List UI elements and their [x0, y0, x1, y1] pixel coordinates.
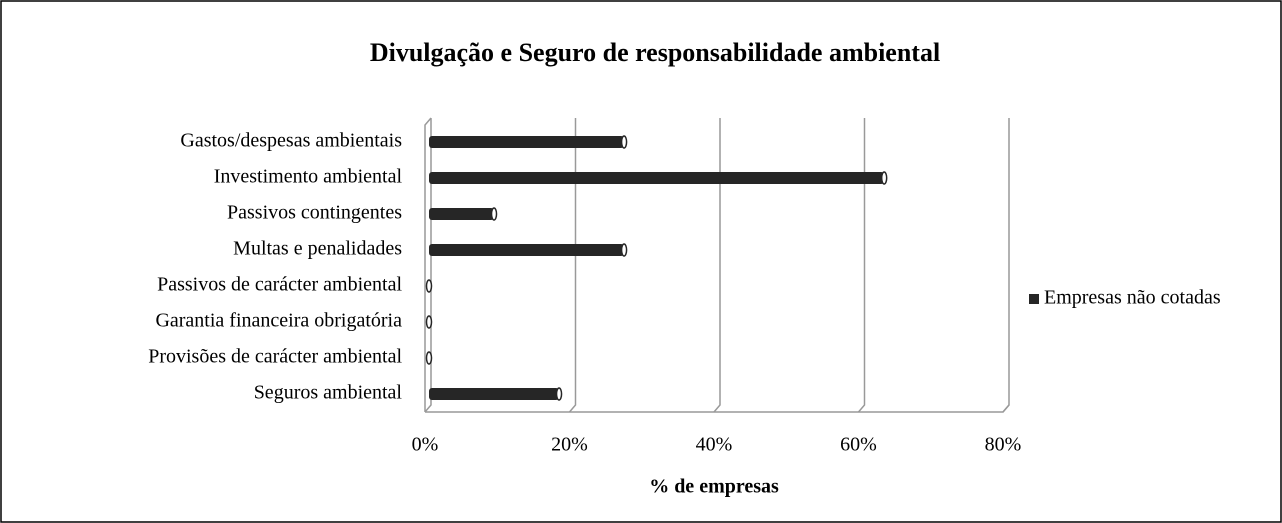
x-tick-label: 0% — [412, 434, 439, 456]
y-tick-label: Seguros ambiental — [254, 382, 403, 404]
y-tick-label: Multas e penalidades — [233, 238, 402, 260]
legend-label: Empresas não cotadas — [1044, 287, 1221, 309]
x-tick-label: 40% — [696, 434, 733, 456]
x-tick-label: 60% — [840, 434, 877, 456]
x-axis-label: % de empresas — [649, 476, 779, 498]
bar-end — [425, 315, 433, 329]
legend-swatch — [1029, 294, 1039, 304]
bar — [429, 172, 885, 184]
y-tick-label: Gastos/despesas ambientais — [180, 130, 402, 152]
bar — [429, 208, 495, 220]
bar-end — [620, 135, 628, 149]
bar — [429, 244, 625, 256]
y-tick-label: Garantia financeira obrigatória — [155, 310, 402, 332]
bar-end — [555, 387, 563, 401]
grid-line — [857, 118, 866, 413]
bar — [429, 136, 625, 148]
chart-title: Divulgação e Seguro de responsabilidade … — [370, 38, 940, 67]
y-tick-label: Passivos contingentes — [227, 202, 402, 224]
bar-end — [880, 171, 888, 185]
y-tick-label: Investimento ambiental — [214, 166, 403, 188]
y-tick-label: Passivos de carácter ambiental — [157, 274, 402, 296]
grid-line — [713, 118, 721, 413]
bar-end — [425, 279, 433, 293]
x-tick-label: 20% — [551, 434, 588, 456]
y-tick-label: Provisões de carácter ambiental — [148, 346, 402, 368]
bar — [429, 388, 560, 400]
bar-end — [490, 207, 498, 221]
grid-line — [1002, 118, 1010, 413]
bar-end — [425, 351, 433, 365]
grid-line — [568, 118, 577, 413]
x-tick-label: 80% — [985, 434, 1022, 456]
bar-end — [620, 243, 628, 257]
